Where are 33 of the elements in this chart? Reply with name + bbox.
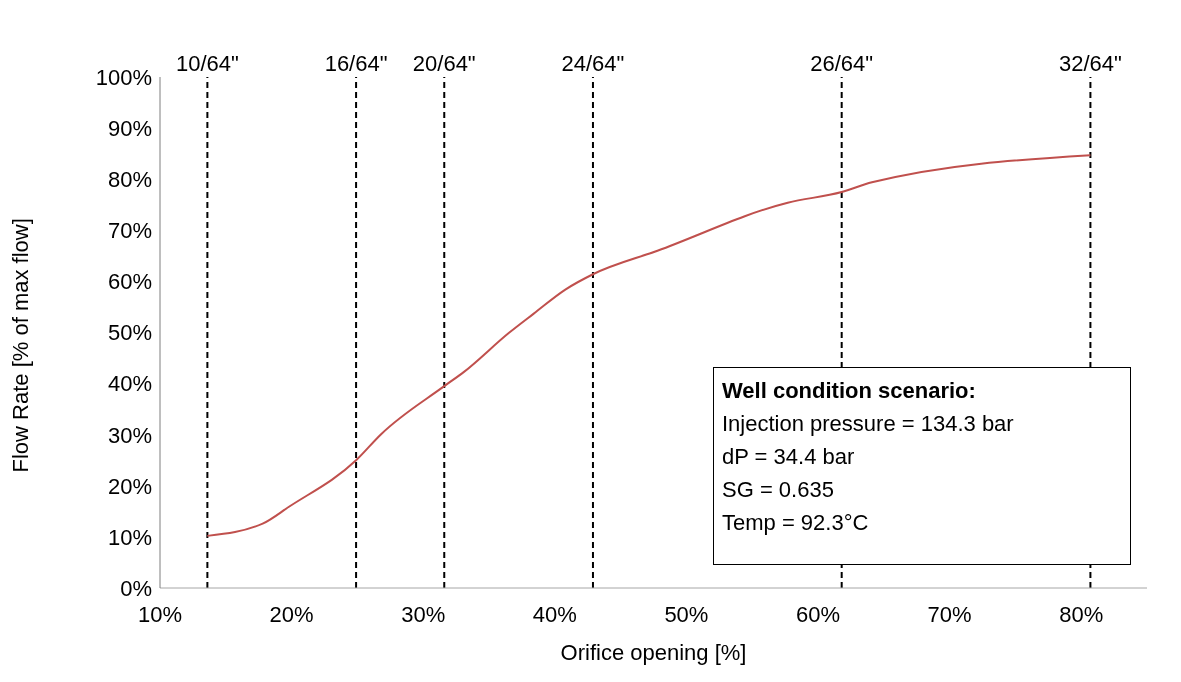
annotation: 32/64" (1058, 51, 1122, 76)
x-tick-label: 10% (137, 601, 183, 627)
annotation: 24/64" (561, 51, 625, 76)
y-tick-label: 90% (107, 115, 152, 141)
y-tick-label: 70% (107, 218, 152, 244)
x-tick-label: 60% (795, 601, 841, 627)
x-tick-label: 80% (1059, 601, 1104, 627)
annotation: 20/64" (412, 51, 476, 76)
y-tick-label: 30% (107, 422, 152, 448)
annotation: dP = 34.4 bar (722, 443, 856, 471)
annotation: 16/64" (324, 51, 388, 76)
x-tick-label: 30% (401, 601, 446, 627)
y-axis-title: Flow Rate [% of max flow] (7, 218, 33, 473)
x-tick-label: 20% (269, 601, 314, 627)
annotation: Well condition scenario: (722, 377, 977, 405)
annotation: Temp = 92.3°C (722, 509, 870, 537)
y-tick-label: 60% (107, 269, 152, 295)
y-tick-label: 50% (107, 320, 152, 346)
x-tick-label: 40% (532, 601, 577, 627)
y-tick-label: 80% (107, 167, 152, 193)
y-tick-label: 10% (107, 524, 152, 550)
x-tick-label: 50% (664, 601, 709, 627)
annotation: 10/64" (175, 51, 239, 76)
annotation: SG = 0.635 (722, 476, 835, 504)
y-tick-label: 20% (107, 473, 152, 499)
annotation: Injection pressure = 134.3 bar (722, 410, 1015, 438)
annotation: 26/64" (810, 51, 874, 76)
x-axis-title: Orifice opening [%] (560, 640, 747, 665)
y-tick-label: 40% (107, 371, 152, 397)
y-tick-label: 0% (120, 575, 152, 601)
x-tick-label: 70% (927, 601, 972, 627)
y-tick-label: 100% (95, 64, 152, 90)
line-series (206, 154, 1092, 537)
